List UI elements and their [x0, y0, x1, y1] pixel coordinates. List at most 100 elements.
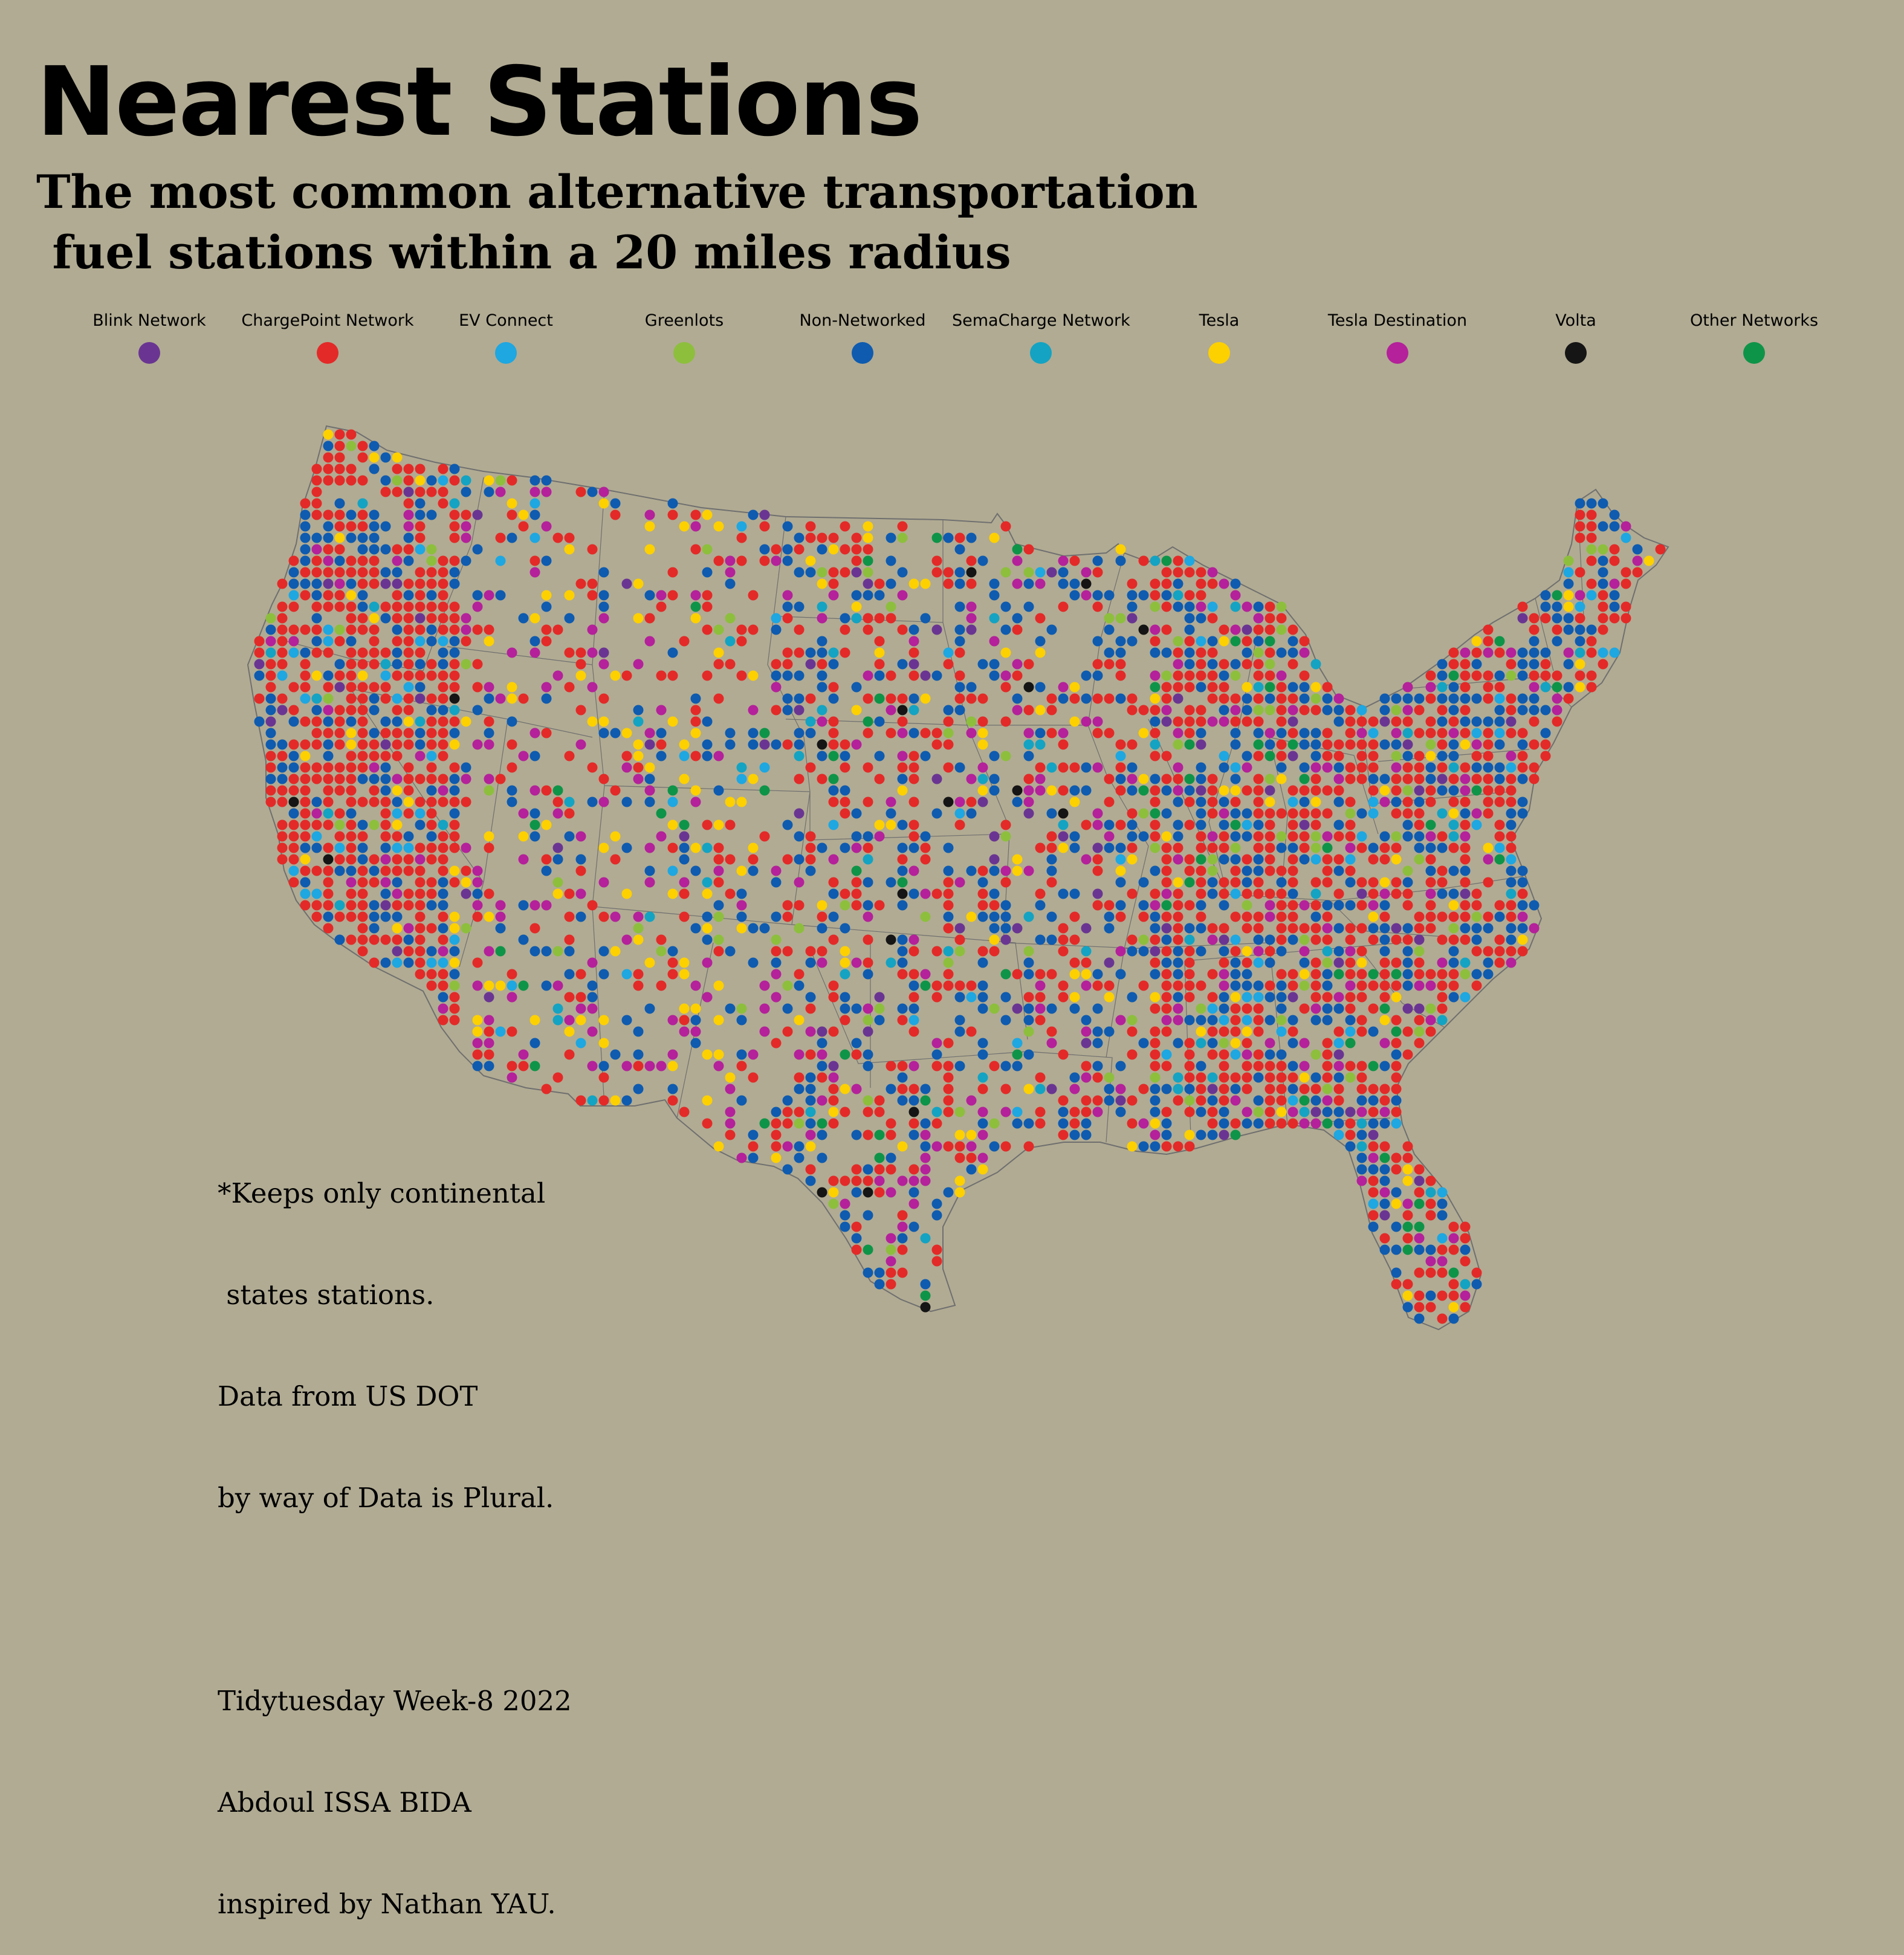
station-dot [1058, 739, 1069, 750]
station-dot [1092, 601, 1103, 612]
station-dot [977, 1049, 988, 1060]
station-dot [966, 624, 977, 635]
station-dot [1069, 590, 1080, 601]
station-dot [1184, 969, 1195, 980]
station-dot [1460, 911, 1471, 922]
station-dot [748, 923, 759, 934]
station-dot [759, 923, 770, 934]
station-dot [908, 624, 919, 635]
station-dot [1506, 797, 1517, 807]
station-dot [1299, 636, 1310, 647]
station-dot [346, 647, 357, 658]
station-dot [1184, 854, 1195, 865]
station-dot [1529, 624, 1540, 635]
station-dot [1127, 590, 1138, 601]
station-dot [1310, 1049, 1321, 1060]
station-dot [1379, 957, 1390, 968]
station-dot [1448, 739, 1459, 750]
station-dot [771, 613, 782, 624]
station-dot [759, 509, 770, 520]
station-dot [748, 1049, 759, 1060]
station-dot [1012, 1003, 1023, 1014]
station-dot [794, 532, 805, 543]
station-dot [300, 578, 311, 589]
station-dot [1322, 808, 1333, 819]
station-dot [840, 1084, 850, 1094]
page-title: Nearest Stations [36, 47, 922, 158]
station-dot [357, 900, 368, 911]
station-dot [920, 831, 931, 842]
station-dot [1345, 819, 1356, 830]
station-dot [1138, 1084, 1149, 1094]
station-dot [863, 555, 873, 566]
station-dot [380, 544, 391, 555]
station-dot [484, 590, 494, 601]
station-dot [426, 888, 437, 899]
station-dot [334, 544, 345, 555]
station-dot [311, 475, 322, 486]
station-dot [943, 946, 954, 957]
station-dot [1196, 590, 1206, 601]
station-dot [851, 957, 862, 968]
station-dot [1529, 739, 1540, 750]
station-dot [288, 785, 299, 796]
station-dot [828, 888, 839, 899]
station-dot [334, 452, 345, 463]
station-dot [1081, 785, 1092, 796]
station-dot [977, 739, 988, 750]
station-dot [380, 831, 391, 842]
station-dot [851, 831, 862, 842]
station-dot [1264, 613, 1275, 624]
station-dot [1276, 728, 1287, 738]
station-dot [507, 475, 517, 486]
station-dot [702, 739, 713, 750]
station-dot [426, 900, 437, 911]
station-dot [633, 980, 644, 991]
station-dot [415, 601, 426, 612]
station-dot [311, 797, 322, 807]
station-dot [621, 728, 632, 738]
station-dot [1253, 923, 1264, 934]
station-dot [1345, 1003, 1356, 1014]
station-dot [1402, 1244, 1413, 1255]
station-dot [1230, 1026, 1241, 1037]
station-dot [1219, 624, 1229, 635]
station-dot [610, 911, 621, 922]
station-dot [472, 1049, 483, 1060]
station-dot [1287, 785, 1298, 796]
station-dot [311, 900, 322, 911]
station-dot [1552, 601, 1562, 612]
station-dot [1150, 797, 1161, 807]
station-dot [702, 509, 713, 520]
station-dot [288, 601, 299, 612]
station-dot [346, 900, 357, 911]
station-dot [1460, 831, 1471, 842]
station-dot [828, 1107, 839, 1117]
station-dot [311, 670, 322, 681]
station-dot [1207, 785, 1218, 796]
station-dot [1012, 613, 1023, 624]
station-dot [552, 670, 563, 681]
station-dot [1058, 946, 1069, 957]
station-dot [438, 613, 448, 624]
station-dot [1540, 601, 1551, 612]
station-dot [679, 819, 690, 830]
station-dot [931, 670, 942, 681]
station-dot [1127, 774, 1138, 784]
station-dot [954, 705, 965, 716]
station-dot [633, 739, 644, 750]
station-dot [644, 613, 655, 624]
station-dot [575, 969, 586, 980]
station-dot [529, 831, 540, 842]
station-dot [1184, 797, 1195, 807]
station-dot [748, 842, 759, 853]
station-dot [1196, 716, 1206, 727]
station-dot [1563, 555, 1574, 566]
station-dot [564, 751, 575, 761]
station-dot [1230, 1129, 1241, 1140]
station-dot [438, 705, 448, 716]
station-dot [656, 601, 667, 612]
station-dot [1483, 969, 1494, 980]
station-dot [311, 590, 322, 601]
station-dot [1299, 1107, 1310, 1117]
